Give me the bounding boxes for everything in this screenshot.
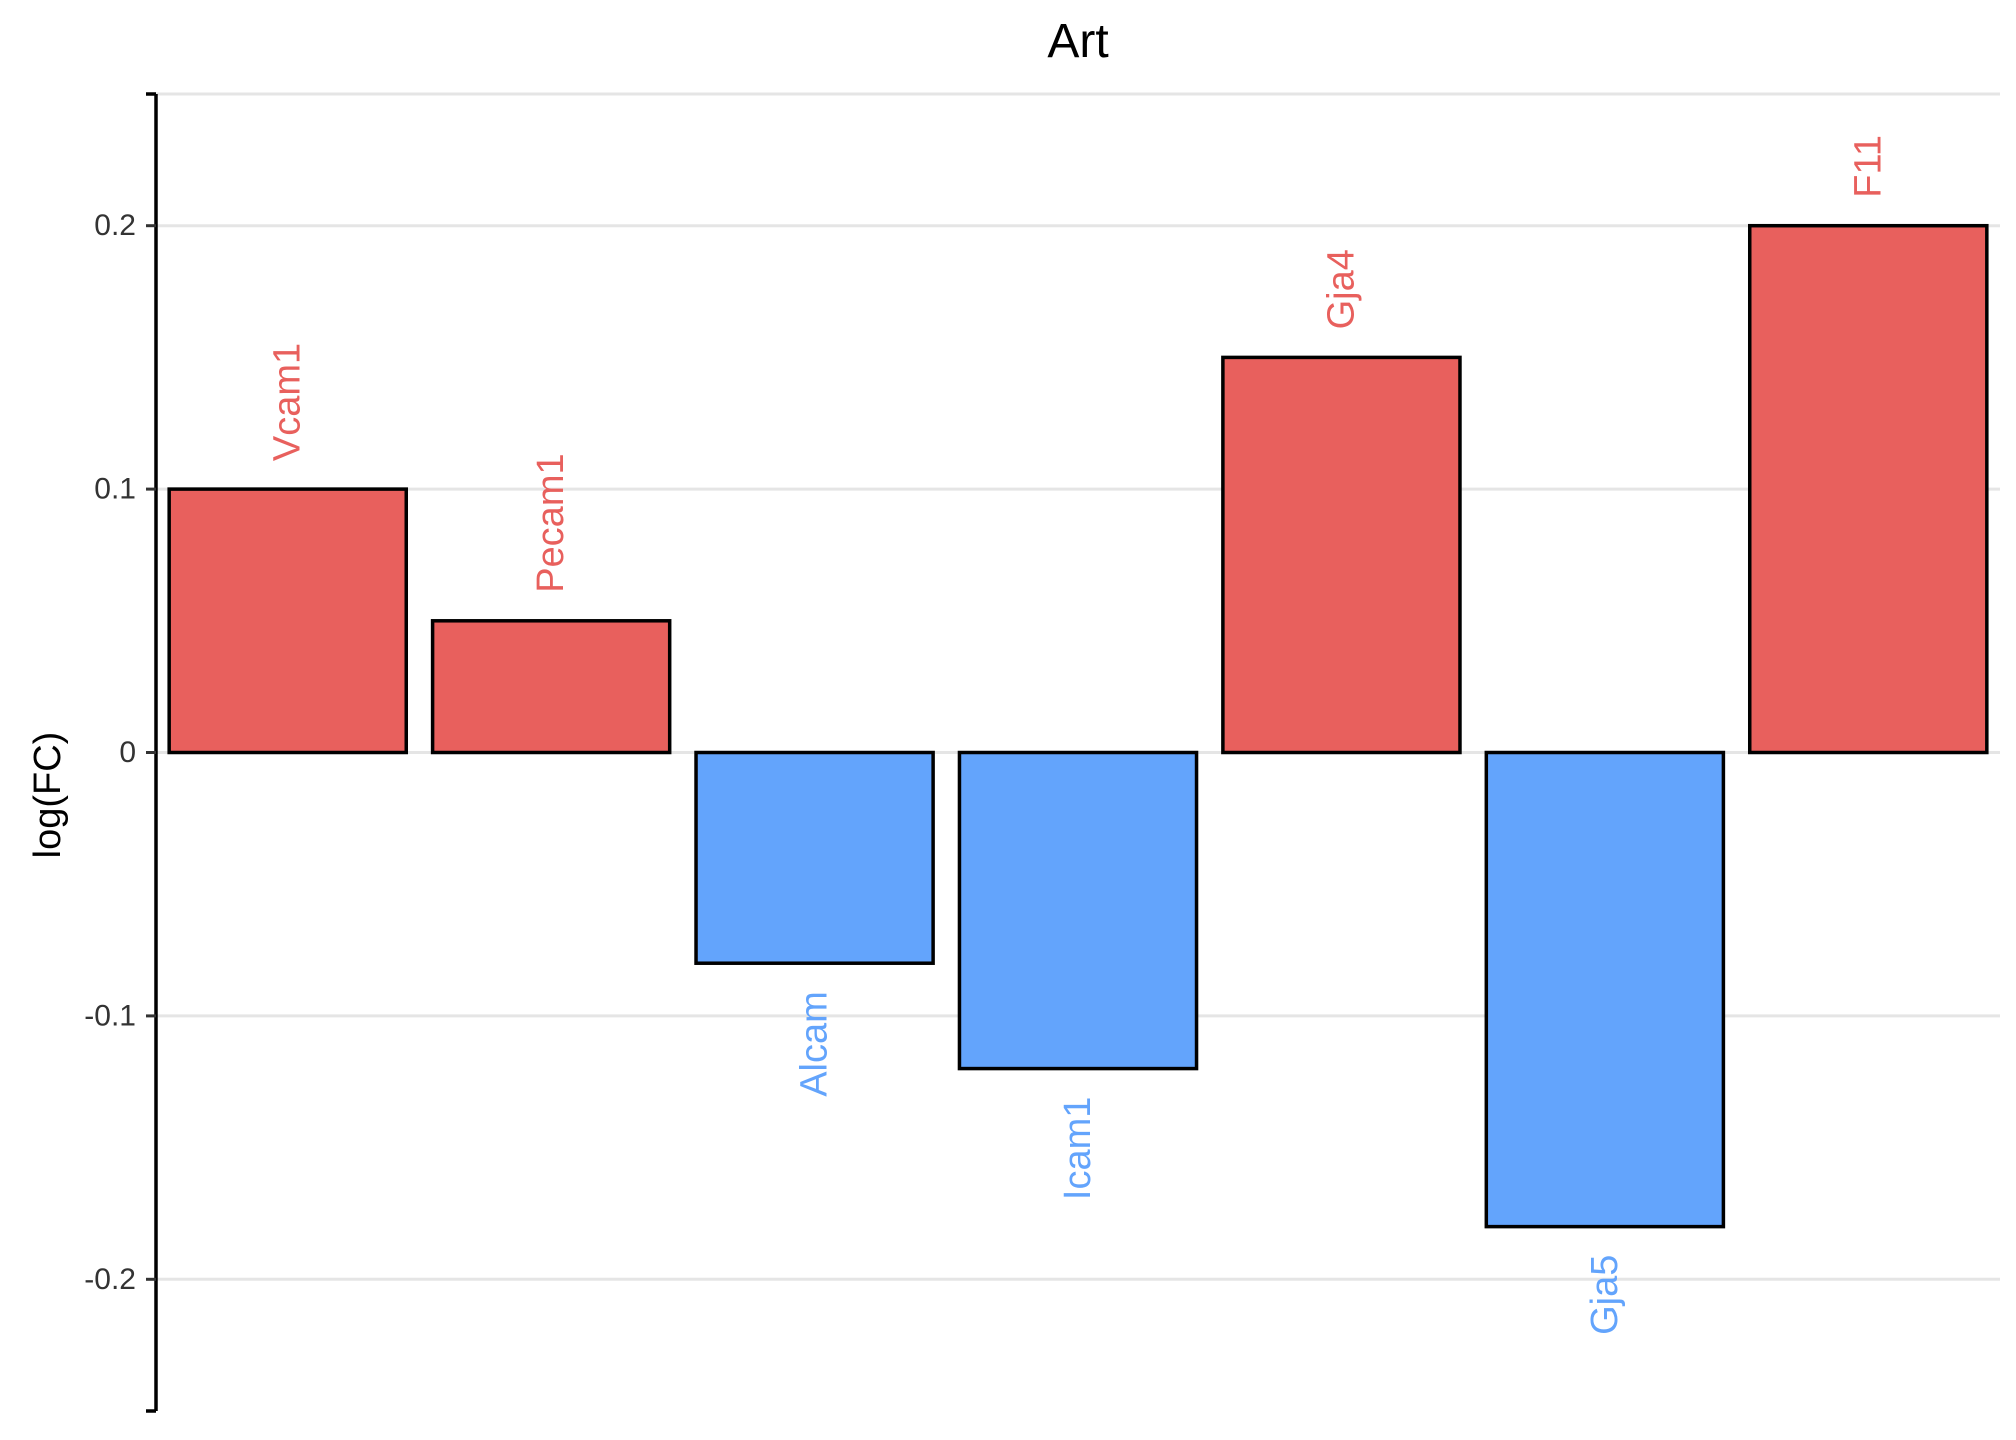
bars xyxy=(167,223,1989,1229)
y-axis: 0.2 0.1 0 -0.1 -0.2 xyxy=(84,92,158,1413)
bar-icam1 xyxy=(957,750,1199,1071)
bar-alcam xyxy=(694,750,935,965)
bar-label-gja4: Gja4 xyxy=(1320,249,1362,329)
y-axis-title: log(FC) xyxy=(27,732,69,859)
bar-gja5 xyxy=(1484,750,1726,1229)
bar-vcam1 xyxy=(167,487,409,755)
y-tick-label: 0 xyxy=(119,736,136,769)
bar-gja4 xyxy=(1221,355,1462,755)
bar-label-alcam: Alcam xyxy=(794,991,836,1097)
bar-label-gja5: Gja5 xyxy=(1584,1255,1626,1335)
chart-title: Art xyxy=(1047,15,1108,68)
bar-label-pecam1: Pecam1 xyxy=(530,453,572,592)
bar-label-icam1: Icam1 xyxy=(1057,1097,1099,1200)
y-tick-label: -0.2 xyxy=(84,1263,136,1296)
y-tick-label: -0.1 xyxy=(84,999,136,1032)
bar-labels: Vcam1 Pecam1 Alcam Icam1 Gja4 Gja5 F11 xyxy=(267,135,1890,1335)
y-tick-label: 0.1 xyxy=(94,473,136,506)
bar-pecam1 xyxy=(430,619,672,755)
bar-label-vcam1: Vcam1 xyxy=(267,343,309,461)
bar-label-f11: F11 xyxy=(1847,135,1889,198)
bar-f11 xyxy=(1747,223,1989,755)
y-tick-label: 0.2 xyxy=(94,209,136,242)
